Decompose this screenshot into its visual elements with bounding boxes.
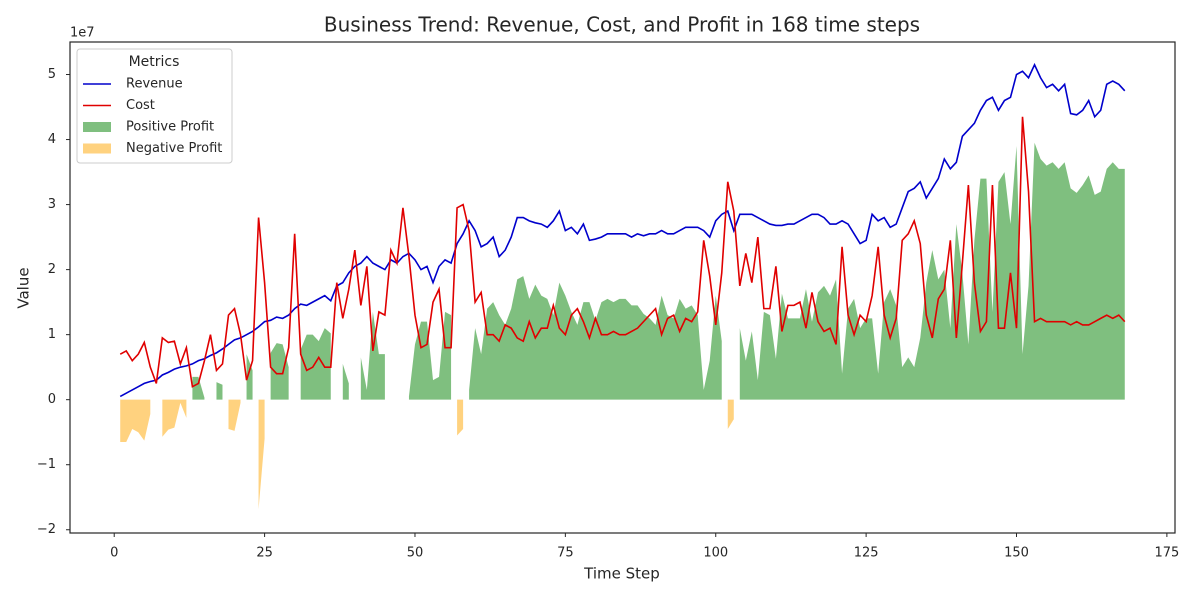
- x-tick-label: 175: [1154, 546, 1179, 561]
- positive-profit-area: [270, 343, 289, 400]
- y-tick-label: 3: [48, 197, 56, 212]
- negative-profit-area: [228, 399, 241, 431]
- legend-label: Cost: [126, 98, 155, 113]
- positive-profit-area: [739, 142, 1125, 400]
- y-tick-label: 0: [48, 392, 56, 407]
- negative-profit-area: [727, 399, 734, 429]
- legend-box: [76, 48, 233, 164]
- legend-title: Metrics: [129, 54, 180, 70]
- y-tick-label: −2: [37, 522, 56, 537]
- legend-swatch: [83, 143, 111, 154]
- x-tick-label: 75: [557, 546, 574, 561]
- y-tick-label: 2: [48, 262, 56, 277]
- x-tick-label: 0: [110, 546, 118, 561]
- positive-profit-area: [246, 354, 253, 400]
- positive-profit-area: [216, 382, 223, 400]
- y-tick-label: −1: [37, 457, 56, 472]
- legend-label: Positive Profit: [126, 120, 214, 135]
- positive-profit-area: [342, 363, 349, 400]
- positive-profit-area: [408, 311, 452, 400]
- y-tick-label: 4: [48, 132, 56, 147]
- x-tick-label: 50: [407, 546, 424, 561]
- legend-swatch: [83, 122, 111, 132]
- positive-profit-area: [192, 376, 205, 400]
- positive-profit-area: [300, 328, 331, 400]
- axes-frame: [69, 41, 1176, 534]
- negative-profit-area: [258, 399, 265, 509]
- chart-title: Business Trend: Revenue, Cost, and Profi…: [324, 13, 920, 37]
- series-line: [119, 116, 1126, 388]
- y-tick-label: 5: [48, 67, 56, 82]
- positive-profit-area: [360, 311, 385, 400]
- y-offset-label: 1e7: [70, 26, 95, 41]
- x-tick-label: 150: [1004, 546, 1029, 561]
- legend-label: Revenue: [126, 77, 183, 92]
- negative-profit-area: [457, 399, 464, 436]
- y-axis-label: Value: [15, 267, 33, 308]
- x-axis-label: Time Step: [583, 565, 660, 583]
- negative-profit-area: [120, 399, 151, 442]
- x-tick-label: 25: [256, 546, 273, 561]
- y-tick-label: 1: [48, 327, 56, 342]
- positive-profit-area: [469, 276, 722, 400]
- series-line: [119, 62, 1126, 398]
- negative-profit-area: [162, 399, 187, 437]
- legend-label: Negative Profit: [126, 141, 222, 156]
- plot-area: [119, 62, 1126, 509]
- x-tick-label: 100: [703, 546, 728, 561]
- x-tick-label: 125: [854, 546, 879, 561]
